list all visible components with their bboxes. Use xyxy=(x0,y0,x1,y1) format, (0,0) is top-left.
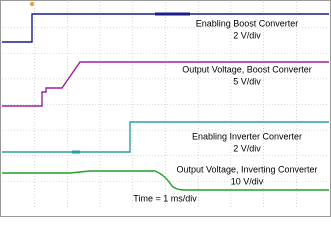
inverter-output-trace xyxy=(2,170,329,191)
time-scale: Time = 1 ms/div xyxy=(133,193,197,203)
boost-enable-noise xyxy=(155,12,190,16)
inverter-enable-noise xyxy=(72,150,80,154)
frame xyxy=(0,0,331,217)
label-scale: 10 V/div xyxy=(231,176,264,186)
scope-screen: Enabling Boost Converter 2 V/div Output … xyxy=(0,0,331,217)
label-scale: 2 V/div xyxy=(233,143,261,153)
inverter-enable-trace xyxy=(2,121,329,153)
label: Output Voltage, Boost Converter xyxy=(182,64,312,74)
label: Enabling Inverter Converter xyxy=(192,131,302,141)
label-scale: 2 V/div xyxy=(233,30,261,40)
label: Output Voltage, Inverting Converter xyxy=(176,164,317,174)
trigger-marker xyxy=(29,1,35,7)
boost-output-trace xyxy=(2,61,329,107)
grid xyxy=(2,2,329,207)
label: Enabling Boost Converter xyxy=(196,18,299,28)
page: Enabling Boost Converter 2 V/div Output … xyxy=(0,0,331,217)
label-scale: 5 V/div xyxy=(233,76,261,86)
labels: Enabling Boost Converter 2 V/div Output … xyxy=(133,18,317,203)
